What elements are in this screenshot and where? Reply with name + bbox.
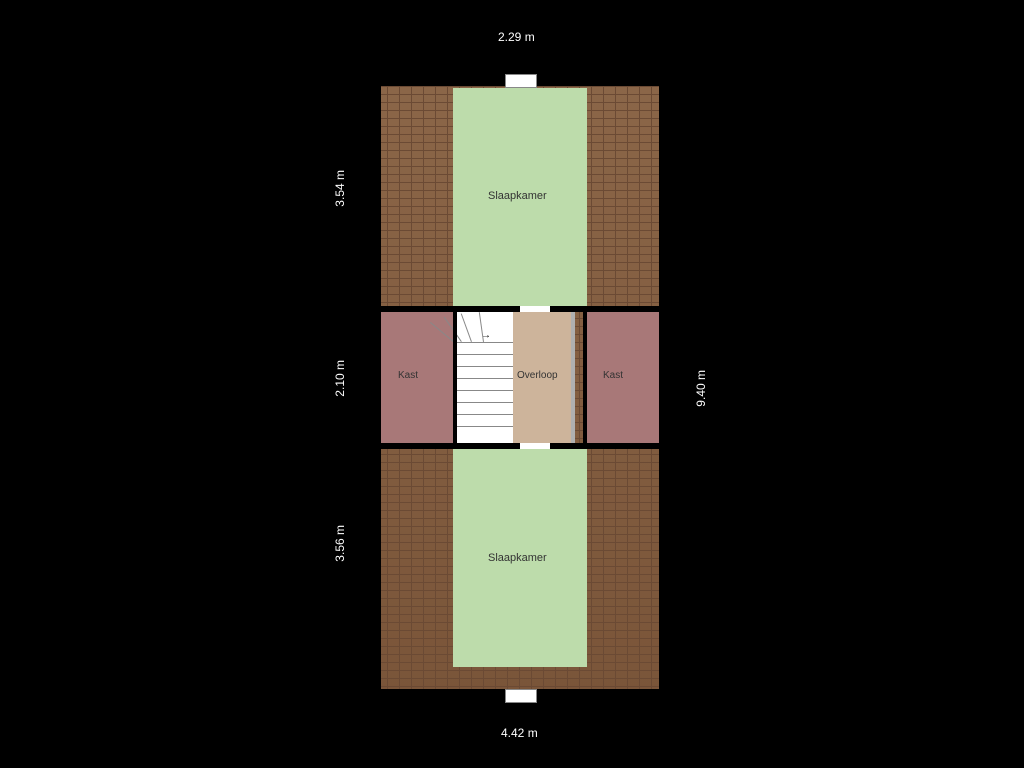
dim-right: 9.40 m <box>694 370 708 407</box>
window-bottom <box>505 689 537 703</box>
bedroom-2-label: Slaapkamer <box>488 552 547 564</box>
dim-left-3: 3.56 m <box>333 525 347 562</box>
floorplan-container: 2.29 m 4.42 m 3.54 m 2.10 m 3.56 m 9.40 … <box>0 0 1024 768</box>
stair-arrow-icon: → <box>481 330 491 341</box>
closet-2-label: Kast <box>603 370 623 381</box>
wall-right <box>659 80 665 695</box>
dim-bottom: 4.42 m <box>501 726 538 740</box>
inner-wall-left <box>453 312 457 443</box>
bedroom-1-label: Slaapkamer <box>488 190 547 202</box>
inner-wall-right <box>583 312 587 443</box>
dim-left-2: 2.10 m <box>333 360 347 397</box>
closet-1-label: Kast <box>398 370 418 381</box>
dim-left-1: 3.54 m <box>333 170 347 207</box>
stairs: → <box>453 312 513 443</box>
window-top <box>505 74 537 88</box>
door-top <box>520 306 550 312</box>
landing-label: Overloop <box>517 370 558 381</box>
inner-wall-mid <box>571 312 575 443</box>
wall-left <box>375 80 381 695</box>
dim-top: 2.29 m <box>498 30 535 44</box>
